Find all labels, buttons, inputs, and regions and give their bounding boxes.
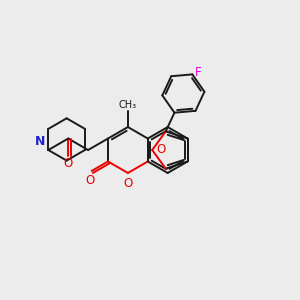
Text: N: N [35,135,45,148]
Text: F: F [195,66,201,80]
Text: O: O [85,174,95,187]
Text: O: O [123,177,133,190]
Text: CH₃: CH₃ [119,100,137,110]
Text: O: O [64,157,73,170]
Text: O: O [156,143,165,157]
